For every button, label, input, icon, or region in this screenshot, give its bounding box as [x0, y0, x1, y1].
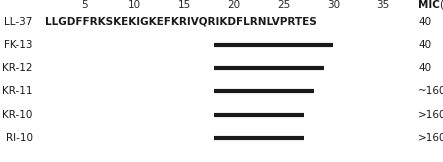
Text: FK-13: FK-13: [4, 40, 33, 50]
Text: 40: 40: [418, 63, 431, 73]
Text: MIC: MIC: [418, 0, 440, 10]
Text: >160: >160: [418, 133, 443, 143]
Text: 20: 20: [227, 0, 241, 10]
Text: 40: 40: [418, 17, 431, 27]
Text: LLGDFFRKSKEKIGKEFKRIVQRIKDFLRNLVPRTES: LLGDFFRKSKEKIGKEFKRIVQRIKDFLRNLVPRTES: [45, 17, 317, 27]
Text: 35: 35: [377, 0, 390, 10]
Text: >160: >160: [418, 110, 443, 120]
Text: 10: 10: [128, 0, 141, 10]
Text: 30: 30: [327, 0, 340, 10]
Text: KR-11: KR-11: [2, 86, 33, 96]
Text: KR-12: KR-12: [2, 63, 33, 73]
Text: 25: 25: [277, 0, 290, 10]
Text: (μM): (μM): [439, 0, 443, 10]
Text: RI-10: RI-10: [6, 133, 33, 143]
Text: 15: 15: [178, 0, 191, 10]
Text: 5: 5: [82, 0, 88, 10]
Text: KR-10: KR-10: [3, 110, 33, 120]
Text: 40: 40: [418, 40, 431, 50]
Text: ~160: ~160: [418, 86, 443, 96]
Text: LL-37: LL-37: [4, 17, 33, 27]
